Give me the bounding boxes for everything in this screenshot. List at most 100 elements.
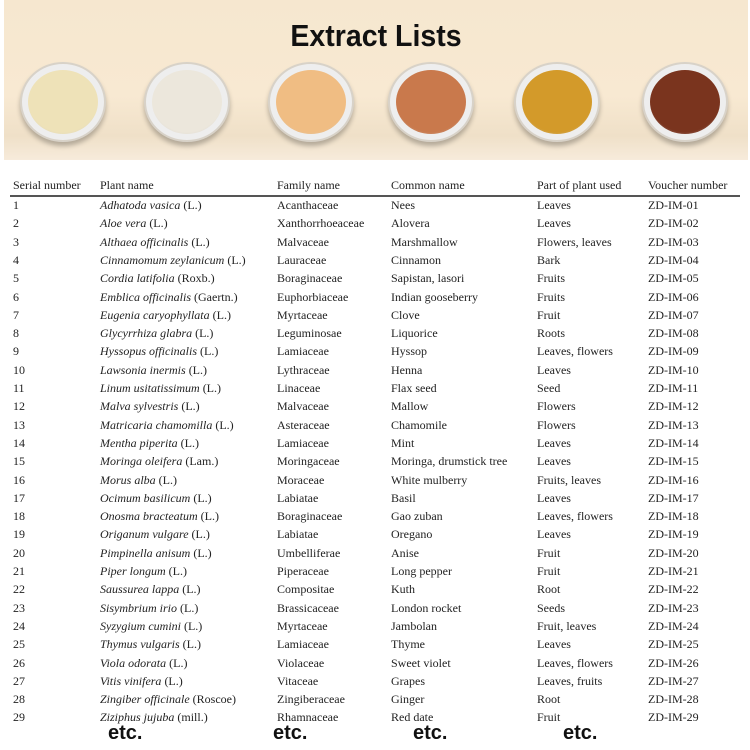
part-used-cell: Leaves, flowers (537, 344, 613, 359)
voucher-cell: ZD-IM-18 (648, 509, 699, 524)
table-row: 2 Aloe vera (L.) Xanthorrhoeaceae Alovera Le… (0, 216, 750, 234)
common-name-cell: Liquorice (391, 326, 438, 341)
plant-name-cell: Morus alba (L.) (100, 473, 177, 488)
plant-authority: (L.) (149, 216, 168, 231)
header-plant: Plant name (100, 178, 154, 192)
plant-species: Malva sylvestris (100, 399, 179, 414)
plant-species: Ziziphus jujuba (100, 710, 175, 725)
plant-name-cell: Linum usitatissimum (L.) (100, 381, 221, 396)
common-name-cell: Oregano (391, 527, 433, 542)
plant-authority: (L.) (191, 234, 210, 249)
table-row: 14 Mentha piperita (L.) Lamiaceae Mint Leave… (0, 436, 750, 454)
table-row: 3 Althaea officinalis (L.) Malvaceae Marshm… (0, 235, 750, 253)
serial-cell: 15 (13, 454, 25, 469)
voucher-cell: ZD-IM-28 (648, 692, 699, 707)
voucher-cell: ZD-IM-07 (648, 307, 699, 322)
table-row: 15 Moringa oleifera (Lam.) Moringaceae Mori… (0, 454, 750, 472)
plant-name-cell: Saussurea lappa (L.) (100, 582, 201, 597)
table-row: 27 Vitis vinifera (L.) Vitaceae Grapes Leave… (0, 674, 750, 692)
serial-cell: 12 (13, 399, 25, 414)
part-used-cell: Seed (537, 381, 561, 395)
common-name-cell: Gao zuban (391, 509, 443, 524)
plant-name-cell: Moringa oleifera (Lam.) (100, 454, 218, 469)
table-row: 1 Adhatoda vasica (L.) Acanthaceae Nees Leav… (0, 198, 750, 216)
plant-authority: (L.) (158, 472, 177, 487)
voucher-cell: ZD-IM-15 (648, 454, 699, 469)
plant-name-cell: Hyssopus officinalis (L.) (100, 344, 218, 359)
etc-label: etc. (108, 722, 143, 744)
plant-species: Saussurea lappa (100, 582, 180, 597)
common-name-cell: Marshmallow (391, 234, 458, 249)
powder-dish-image (514, 62, 600, 142)
part-used-cell: Fruits (537, 271, 566, 286)
family-cell: Lauraceae (277, 252, 327, 267)
serial-cell: 9 (13, 344, 19, 359)
family-cell: Boraginaceae (277, 271, 343, 286)
plant-authority: (L.) (164, 673, 183, 688)
header-common: Common name (391, 178, 465, 192)
voucher-cell: ZD-IM-29 (648, 710, 699, 725)
part-used-cell: Flowers (537, 399, 576, 414)
voucher-cell: ZD-IM-14 (648, 435, 699, 450)
voucher-cell: ZD-IM-17 (648, 490, 699, 505)
etc-label: etc. (563, 722, 598, 744)
plant-species: Onosma bracteatum (100, 509, 198, 524)
family-cell: Lamiaceae (277, 435, 329, 450)
plant-authority: (L.) (202, 381, 222, 395)
family-cell: Vitaceae (277, 673, 319, 688)
serial-cell: 22 (13, 582, 25, 597)
banner: Extract Lists (4, 0, 748, 160)
plant-name-cell: Althaea officinalis (L.) (100, 235, 210, 250)
plant-species: Hyssopus officinalis (100, 344, 198, 359)
common-name-cell: Alovera (391, 216, 430, 231)
part-used-cell: Leaves, fruits (537, 673, 603, 688)
part-used-cell: Fruit (537, 307, 561, 322)
plant-species: Eugenia caryophyllata (100, 307, 210, 322)
voucher-cell: ZD-IM-12 (648, 399, 699, 414)
part-used-cell: Leaves (537, 435, 571, 450)
serial-cell: 29 (13, 710, 25, 725)
serial-cell: 19 (13, 527, 25, 542)
serial-cell: 18 (13, 509, 25, 524)
serial-cell: 13 (13, 417, 25, 432)
family-cell: Linaceae (277, 381, 321, 395)
table-row: 28 Zingiber officinale (Roscoe) Zingiberac… (0, 692, 750, 710)
family-cell: Malvaceae (277, 234, 329, 249)
voucher-cell: ZD-IM-10 (648, 362, 699, 377)
plant-authority: (Roscoe) (192, 692, 236, 707)
plant-species: Viola odorata (100, 655, 167, 670)
plant-name-cell: Lawsonia inermis (L.) (100, 363, 207, 378)
voucher-cell: ZD-IM-16 (648, 472, 699, 487)
serial-cell: 7 (13, 307, 19, 322)
serial-cell: 16 (13, 472, 25, 487)
plant-species: Glycyrrhiza glabra (100, 326, 193, 341)
common-name-cell: Sapistan, lasori (391, 271, 465, 286)
plant-species: Cinnamomum zeylanicum (100, 252, 225, 267)
plant-species: Thymus vulgaris (100, 637, 180, 652)
serial-cell: 24 (13, 618, 25, 633)
table-row: 22 Saussurea lappa (L.) Compositae Kuth Root… (0, 582, 750, 600)
plant-name-cell: Onosma bracteatum (L.) (100, 509, 219, 524)
family-cell: Acanthaceae (277, 198, 339, 212)
part-used-cell: Leaves (537, 198, 571, 212)
common-name-cell: White mulberry (391, 472, 468, 487)
plant-name-cell: Ziziphus jujuba (mill.) (100, 710, 208, 725)
part-used-cell: Fruits (537, 289, 566, 304)
plant-species: Adhatoda vasica (100, 198, 181, 212)
plant-name-cell: Vitis vinifera (L.) (100, 674, 183, 689)
plant-species: Cordia latifolia (100, 271, 175, 286)
plant-authority: (L.) (180, 435, 199, 450)
plant-authority: (L.) (182, 637, 201, 652)
powder (396, 70, 466, 134)
table-row: 23 Sisymbrium irio (L.) Brassicaceae London… (0, 601, 750, 619)
part-used-cell: Leaves (537, 527, 571, 542)
serial-cell: 6 (13, 289, 19, 304)
plant-species: Sisymbrium irio (100, 600, 178, 615)
plant-authority: (L.) (191, 527, 210, 542)
powder (276, 70, 346, 134)
voucher-cell: ZD-IM-02 (648, 216, 699, 231)
family-cell: Leguminosae (277, 326, 342, 341)
plant-species: Origanum vulgare (100, 527, 189, 542)
plant-species: Lawsonia inermis (100, 362, 186, 377)
part-used-cell: Fruit (537, 545, 561, 560)
